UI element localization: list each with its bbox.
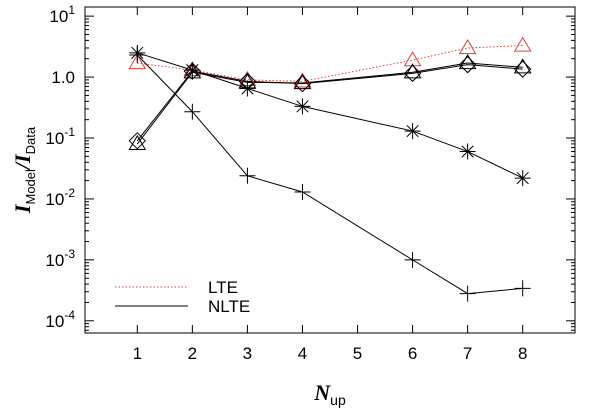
- data-point-plus: [184, 103, 201, 120]
- x-tick-label: 3: [243, 344, 252, 363]
- data-point-diamond: [183, 62, 202, 80]
- data-point-plus: [514, 280, 531, 297]
- axis-ticks: [85, 7, 575, 333]
- data-point-triangle: [458, 54, 477, 70]
- data-point-plus: [459, 285, 476, 302]
- y-axis-title-main1: I: [10, 203, 35, 214]
- x-axis-title-main: N: [313, 380, 331, 405]
- data-point-diamond: [513, 60, 532, 78]
- series-line-plus: [136, 54, 523, 295]
- y-tick-label: 101: [49, 3, 75, 26]
- series-markers: [128, 36, 532, 302]
- x-tick-label: 5: [353, 344, 362, 363]
- series-lines: [136, 44, 523, 295]
- data-point-triangle: [513, 58, 532, 74]
- y-tick-label: 10-3: [45, 247, 75, 270]
- data-point-asterisk: [184, 62, 201, 79]
- data-point-plus: [129, 47, 146, 64]
- data-point-triangle: [293, 73, 312, 90]
- data-point-asterisk: [459, 143, 476, 160]
- x-tick-label: 2: [188, 344, 197, 363]
- y-axis-title-sub1: Model: [23, 169, 38, 205]
- data-point-diamond: [458, 55, 477, 74]
- x-tick-label: 7: [463, 344, 472, 363]
- y-axis-title-sub2: Data: [23, 126, 38, 154]
- y-tick-labels: 10-4 10-3 10-2 10-1 1.0 101: [45, 3, 75, 331]
- data-point-asterisk: [404, 123, 421, 140]
- y-tick-label: 10-1: [45, 125, 75, 148]
- data-point-plus: [239, 167, 256, 184]
- data-point-triangle: [513, 36, 532, 52]
- x-axis-title-sub: up: [330, 392, 346, 408]
- data-point-asterisk: [239, 80, 256, 97]
- legend: LTE NLTE: [115, 278, 250, 316]
- y-tick-label: 10-2: [45, 186, 75, 209]
- x-tick-label: 4: [298, 344, 307, 363]
- legend-label-nlte: NLTE: [208, 297, 250, 316]
- x-axis-title: Nup: [313, 380, 346, 408]
- data-point-diamond: [128, 132, 147, 150]
- data-point-diamond: [403, 64, 422, 83]
- x-tick-label: 1: [133, 344, 142, 363]
- x-tick-label: 8: [518, 344, 527, 363]
- plot-frame: [84, 6, 576, 334]
- y-tick-label: 10-4: [45, 308, 75, 331]
- data-point-plus: [294, 184, 311, 201]
- data-point-diamond: [293, 74, 312, 93]
- y-axis-title-main2: I: [10, 153, 35, 164]
- legend-label-lte: LTE: [208, 278, 238, 297]
- data-point-triangle: [128, 54, 147, 70]
- data-point-triangle: [458, 39, 477, 55]
- x-tick-labels: 1 2 3 4 5 6 7 8: [133, 344, 528, 363]
- y-tick-label: 1.0: [51, 68, 75, 87]
- series-line-triangle: [136, 62, 523, 145]
- x-tick-label: 6: [408, 344, 417, 363]
- data-point-asterisk: [514, 170, 531, 187]
- data-point-triangle: [403, 63, 422, 79]
- y-axis-title-slash: /: [10, 161, 35, 171]
- data-point-plus: [404, 251, 421, 268]
- data-point-triangle: [128, 134, 147, 151]
- y-axis-title: IModel/IData: [10, 126, 38, 214]
- data-point-asterisk: [294, 98, 311, 115]
